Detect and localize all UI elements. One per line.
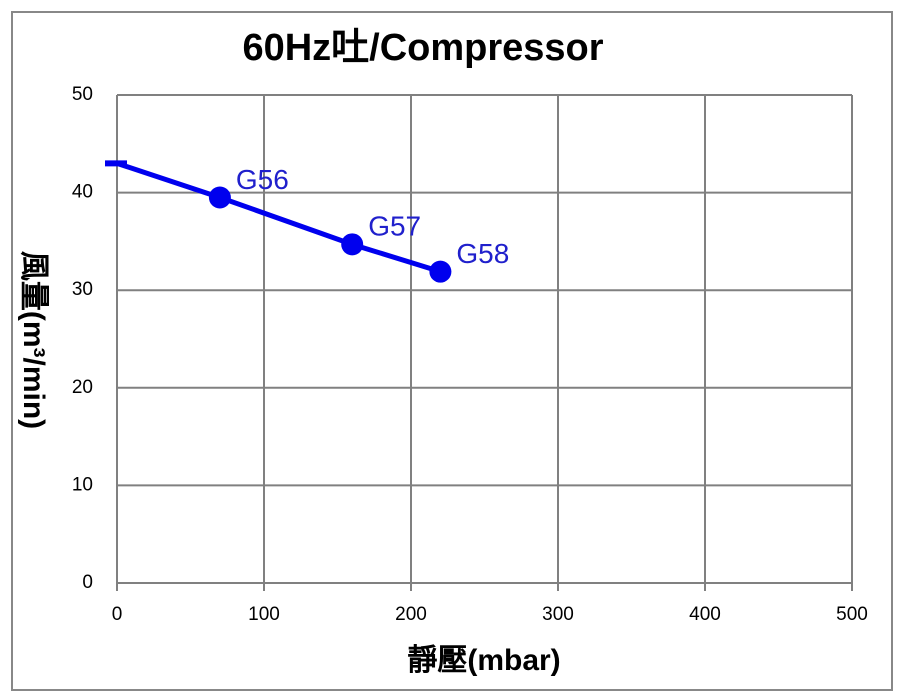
y-tick-label: 20 — [72, 377, 93, 398]
y-tick-label: 10 — [72, 474, 93, 495]
y-axis-label: 風量(m³/min) — [17, 251, 50, 429]
point-label: G56 — [236, 164, 289, 195]
x-tick-label: 300 — [542, 604, 574, 625]
y-tick-label: 40 — [72, 182, 93, 203]
point-label: G58 — [456, 238, 509, 269]
point-label: G57 — [368, 211, 421, 242]
x-axis-label: 靜壓(mbar) — [407, 644, 560, 677]
x-tick-label: 400 — [689, 604, 721, 625]
chart-frame — [11, 11, 893, 691]
data-point — [208, 186, 231, 209]
x-tick-label: 100 — [248, 604, 280, 625]
x-tick-label: 500 — [836, 604, 868, 625]
y-tick-label: 30 — [72, 279, 93, 300]
y-tick-label: 50 — [72, 84, 93, 105]
data-point — [429, 260, 452, 283]
data-point — [341, 233, 364, 256]
series-line — [116, 160, 442, 275]
chart-title: 60Hz吐/Compressor — [242, 27, 603, 69]
y-tick-label: 0 — [82, 572, 93, 593]
x-tick-label: 0 — [112, 604, 123, 625]
x-tick-label: 200 — [395, 604, 427, 625]
